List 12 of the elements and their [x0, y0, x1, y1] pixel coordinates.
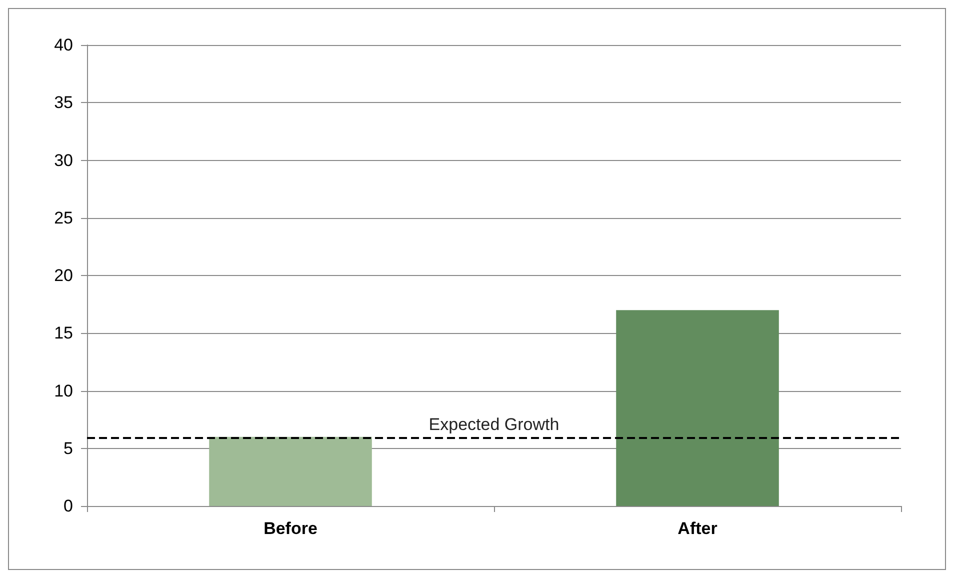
x-tick-label: Before	[264, 519, 318, 538]
y-tick-label: 40	[54, 36, 73, 54]
y-tick-label: 10	[54, 381, 73, 400]
y-tick-label: 25	[54, 208, 73, 228]
x-tick-label: After	[678, 519, 718, 538]
y-tick-label: 35	[54, 93, 73, 112]
y-tick-label: 0	[64, 496, 73, 516]
y-tick-label: 5	[64, 438, 73, 458]
ref-line-label: Expected Growth	[428, 415, 560, 434]
y-tick-label: 15	[54, 324, 73, 343]
y-tick-label: 20	[54, 266, 73, 285]
y-tick-label: 30	[54, 150, 73, 170]
